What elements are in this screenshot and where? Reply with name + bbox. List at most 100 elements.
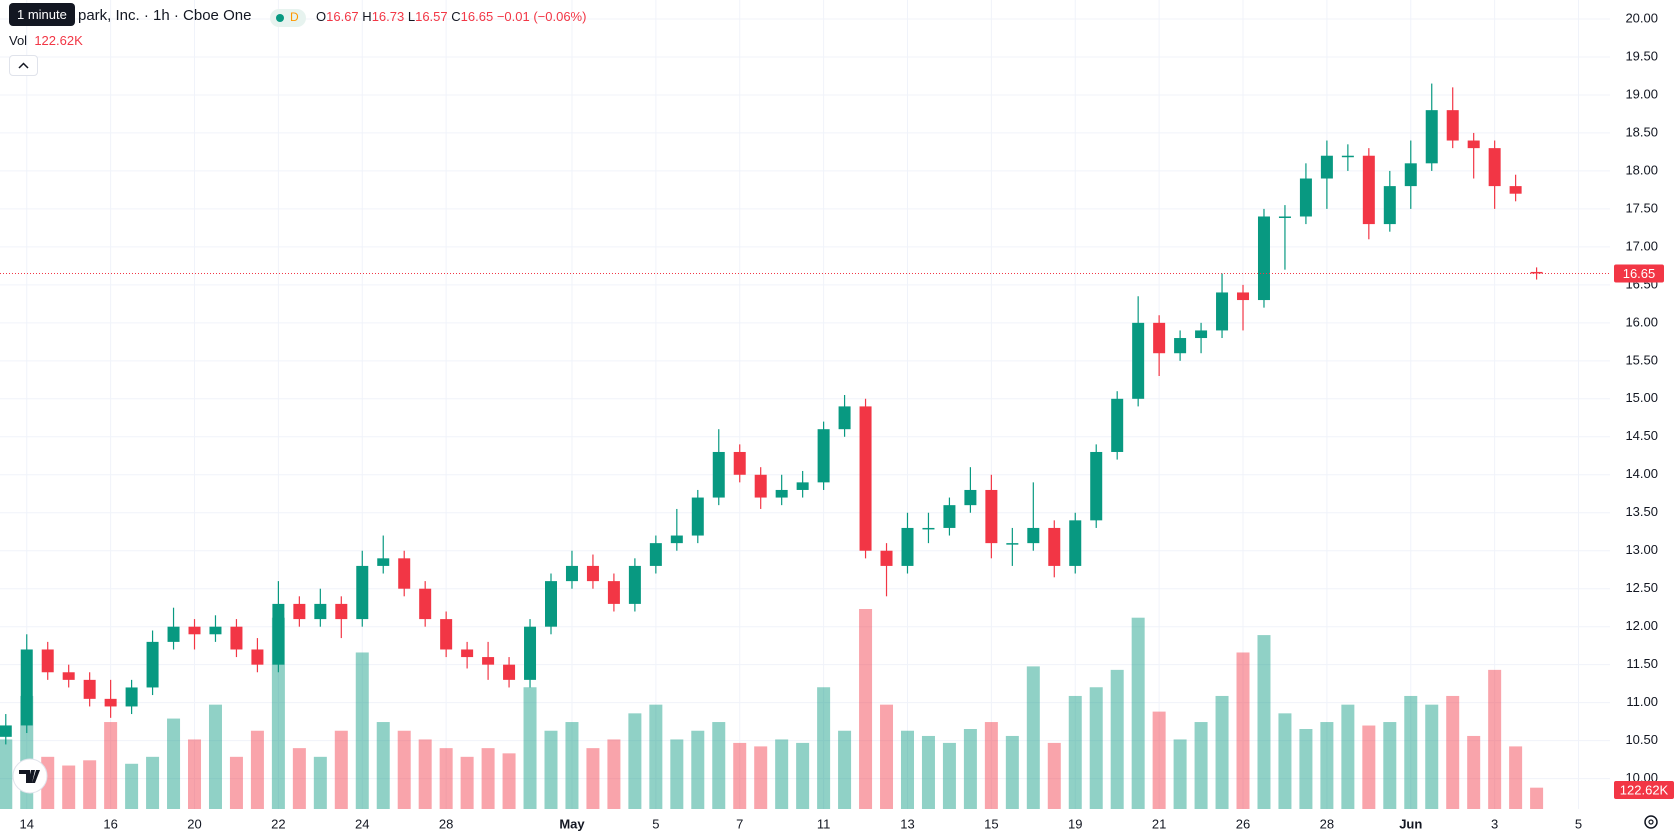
- candle-body: [272, 603, 285, 665]
- candle-body: [565, 565, 578, 582]
- volume-tag-label: 122.62K: [1620, 782, 1669, 797]
- volume-bar: [1173, 739, 1187, 809]
- symbol-title[interactable]: park, Inc. · 1h · Cboe One: [78, 7, 252, 24]
- ohlc-value: 16.65: [460, 9, 494, 24]
- volume-bar: [1509, 746, 1523, 809]
- tooltip: 1 minute: [9, 3, 75, 26]
- candle-body: [1509, 186, 1522, 194]
- volume-bar: [880, 704, 894, 809]
- candle-body: [1006, 543, 1019, 545]
- volume-bar: [0, 739, 13, 809]
- y-tick-label: 17.50: [1625, 200, 1658, 215]
- volume-bar: [1299, 729, 1313, 809]
- x-tick-label: 7: [736, 816, 743, 831]
- volume-bar: [691, 730, 705, 809]
- y-tick-label: 19.00: [1625, 86, 1658, 101]
- volume-bar: [544, 730, 558, 809]
- volume-bar: [481, 748, 495, 809]
- candle-body: [1299, 178, 1312, 217]
- volume-bar: [313, 756, 327, 809]
- volume-bar: [1068, 695, 1082, 809]
- x-tick-label: 19: [1068, 816, 1082, 831]
- settings-button[interactable]: [1644, 815, 1658, 829]
- y-tick-label: 19.50: [1625, 48, 1658, 63]
- volume-layer: [0, 609, 1544, 809]
- x-tick-label: 5: [1575, 816, 1582, 831]
- candle-body: [482, 657, 495, 665]
- grid-layer: [0, 0, 1610, 809]
- volume-bar: [355, 652, 369, 809]
- candle-body: [859, 406, 872, 551]
- volume-bar: [817, 687, 831, 809]
- volume-bar: [104, 722, 118, 809]
- volume-bar: [859, 609, 873, 809]
- volume-bar: [125, 763, 139, 809]
- volume-bar: [292, 748, 306, 809]
- candle-body: [1257, 216, 1270, 301]
- volume-bar: [229, 756, 243, 809]
- logo[interactable]: [12, 758, 48, 794]
- candle-body: [1174, 338, 1187, 354]
- candle-body: [649, 543, 662, 566]
- volume-bar: [963, 729, 977, 809]
- candle-body: [1048, 527, 1061, 566]
- candle-body: [20, 649, 33, 726]
- candle-body: [712, 451, 725, 498]
- x-tick-label: 11: [817, 816, 831, 831]
- candle-body: [1216, 292, 1229, 331]
- volume-bar: [712, 722, 726, 809]
- ohlc-value: 16.57: [415, 9, 448, 24]
- volume-bar: [921, 735, 935, 809]
- volume-bar: [838, 730, 852, 809]
- candle-body: [754, 474, 767, 498]
- status-badges[interactable]: D: [270, 9, 306, 27]
- x-tick-label: 28: [439, 816, 453, 831]
- volume-bar: [1194, 722, 1208, 809]
- volume-bar: [83, 760, 97, 809]
- volume-value: 122.62K: [34, 33, 83, 48]
- y-tick-label: 13.50: [1625, 504, 1658, 519]
- candle-body: [985, 489, 998, 544]
- candle-body: [41, 649, 54, 673]
- y-tick-label: 13.00: [1625, 542, 1658, 557]
- candle-body: [440, 619, 453, 650]
- volume-name: Vol: [9, 33, 28, 48]
- candle-body: [377, 558, 390, 566]
- volume-bar: [439, 748, 453, 809]
- y-tick-label: 12.50: [1625, 580, 1658, 595]
- y-tick-label: 15.00: [1625, 390, 1658, 405]
- candle-body: [1195, 330, 1208, 339]
- y-tick-label: 11.50: [1626, 656, 1658, 671]
- y-tick-label: 16.00: [1625, 314, 1658, 329]
- gear-icon: [1644, 815, 1658, 829]
- candle-body: [125, 687, 138, 707]
- volume-bar: [942, 742, 956, 809]
- candle-body: [1446, 110, 1459, 141]
- last-price-label: 16.65: [1623, 266, 1656, 281]
- candle-body: [964, 489, 977, 506]
- volume-bar: [523, 687, 537, 809]
- volume-bar: [460, 756, 474, 809]
- candle-body: [1111, 398, 1124, 452]
- y-tick-label: 12.00: [1625, 618, 1658, 633]
- candle-body: [1383, 186, 1396, 225]
- candle-body: [461, 649, 474, 658]
- x-tick-label: 16: [103, 816, 117, 831]
- candle-body: [83, 679, 96, 699]
- volume-bar: [376, 722, 390, 809]
- volume-bar: [754, 746, 768, 809]
- candle-body: [1153, 322, 1166, 354]
- volume-bar: [1215, 695, 1229, 809]
- candle-body: [0, 725, 12, 737]
- volume-bar: [334, 730, 348, 809]
- candle-body: [1488, 148, 1501, 187]
- volume-bar: [670, 739, 684, 809]
- candle-body: [1069, 520, 1082, 566]
- candle-body: [775, 489, 788, 498]
- ohlc-label: H: [362, 9, 372, 24]
- collapse-button[interactable]: [9, 55, 38, 76]
- candle-body: [1278, 216, 1291, 218]
- volume-bar: [1047, 742, 1061, 809]
- candle-body: [1404, 163, 1417, 187]
